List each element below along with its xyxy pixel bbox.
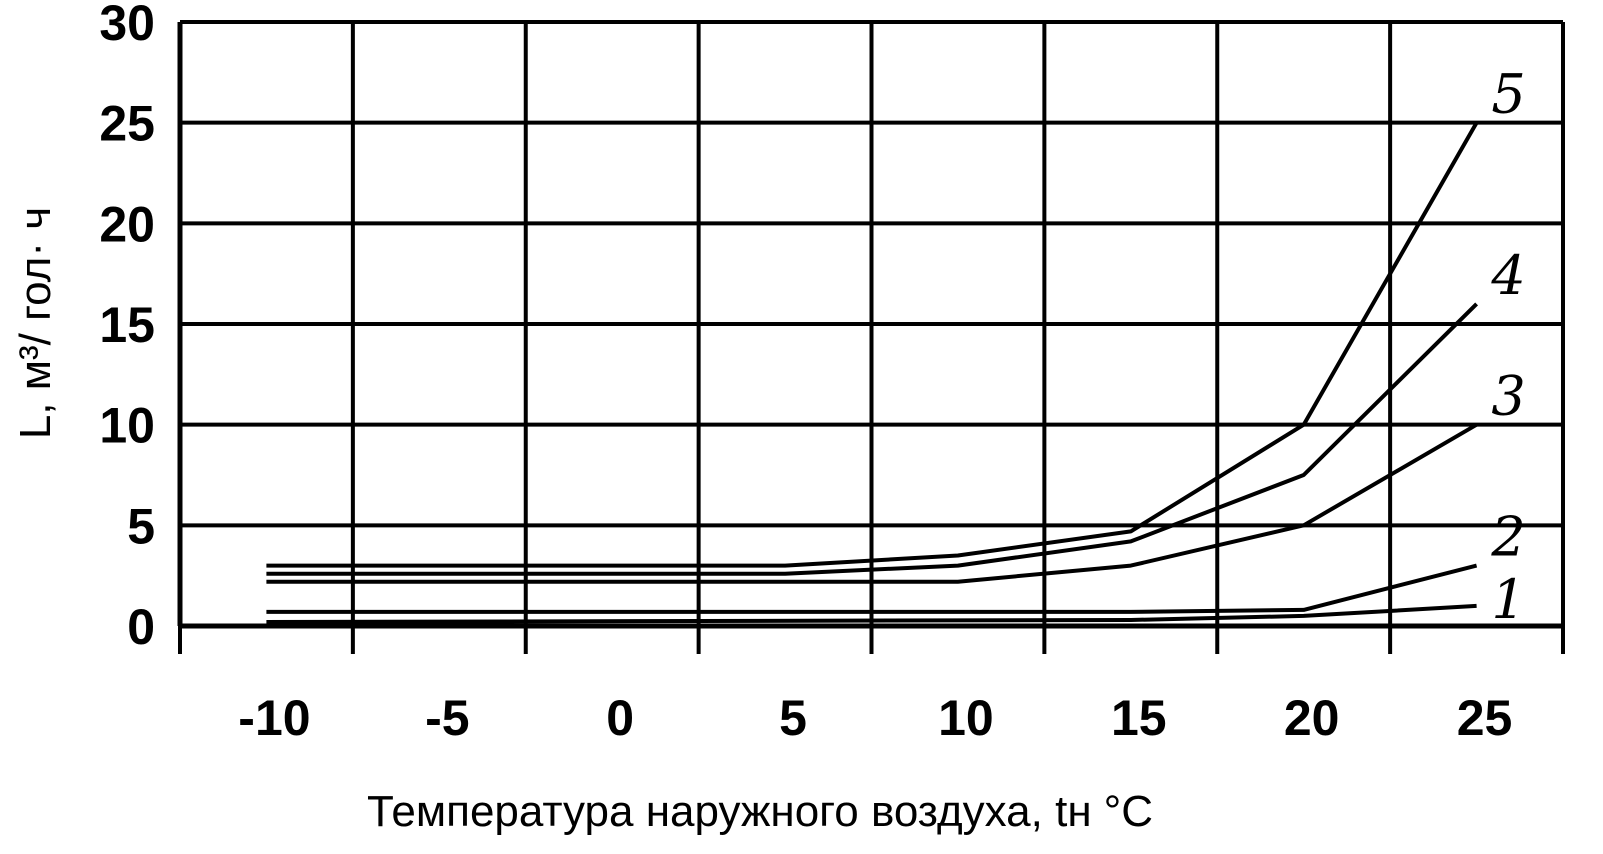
- series-line-3: [266, 422, 1478, 584]
- x-tick-label: 25: [1457, 690, 1513, 746]
- x-tick-label: 20: [1284, 690, 1340, 746]
- x-tick-label: -10: [238, 690, 310, 746]
- x-tick-label: -5: [425, 690, 469, 746]
- series-line-5: [266, 121, 1479, 568]
- y-tick-label: 15: [99, 297, 155, 353]
- series-label-1: 1: [1491, 568, 1525, 631]
- y-tick-label: 25: [99, 96, 155, 152]
- series-line-2: [266, 563, 1478, 614]
- series-labels: 12 3 4 5: [1490, 63, 1525, 631]
- x-tick-label: 5: [779, 690, 807, 746]
- series-line-4: [266, 302, 1479, 576]
- plot-border: [177, 22, 1563, 629]
- series-lines: [266, 121, 1479, 624]
- series-label-4: 4: [1490, 244, 1525, 307]
- y-tick-label: 20: [99, 196, 155, 252]
- x-axis-ticks: -10 -5 0 5 10 15 20 25: [238, 690, 1512, 746]
- series-label-5: 5: [1491, 63, 1525, 126]
- series-line-1: [266, 603, 1477, 624]
- x-axis-title: Температура наружного воздуха, tн °C: [367, 787, 1153, 836]
- x-tick-label: 15: [1111, 690, 1167, 746]
- y-tick-label: 5: [127, 498, 155, 554]
- y-tick-label: 10: [99, 398, 155, 454]
- y-axis-ticks: 0 5 10 15 20 25 30: [99, 0, 155, 655]
- y-tick-label: 30: [99, 0, 155, 51]
- y-axis-title: L, м³/ гол· ч: [11, 207, 60, 439]
- y-tick-label: 0: [127, 599, 155, 655]
- x-tick-label: 10: [938, 690, 994, 746]
- x-axis-unit: °C: [1104, 787, 1153, 836]
- series-label-3: 3: [1491, 365, 1525, 428]
- x-axis-title-text: Температура наружного воздуха, tн: [367, 787, 1092, 836]
- x-tick-label: 0: [606, 690, 634, 746]
- series-label-2: 2: [1490, 506, 1525, 569]
